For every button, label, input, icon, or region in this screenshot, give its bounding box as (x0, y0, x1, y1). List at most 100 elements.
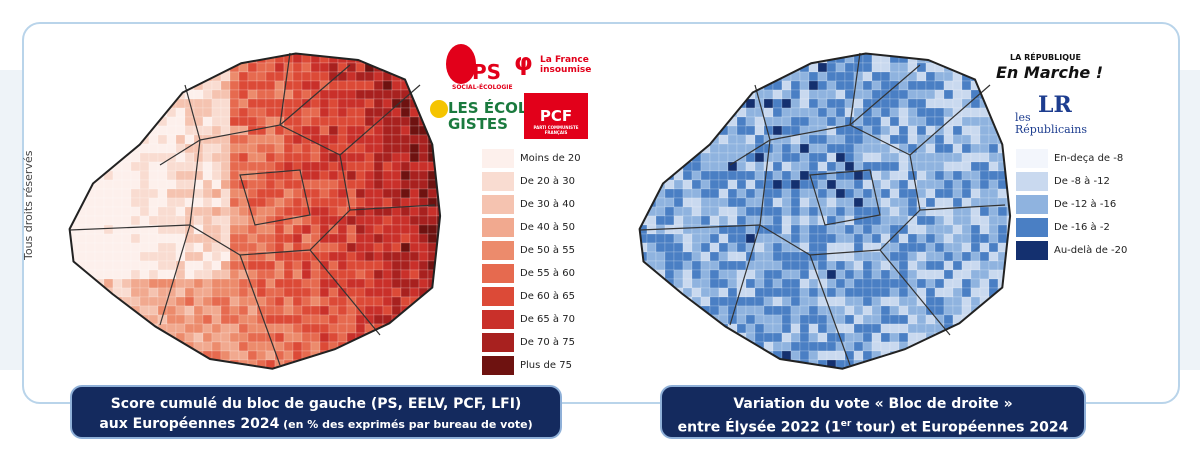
map-cell (844, 125, 855, 136)
map-cell (382, 305, 393, 316)
map-cell (718, 161, 729, 172)
map-cell (952, 260, 963, 271)
map-cell (979, 161, 990, 172)
map-cell (373, 170, 384, 181)
map-cell (184, 53, 195, 64)
map-cell (256, 62, 267, 73)
map-cell (391, 107, 402, 118)
map-cell (193, 332, 204, 343)
map-cell (112, 134, 123, 145)
map-cell (639, 341, 648, 352)
map-cell (364, 278, 375, 289)
map-cell (997, 53, 1008, 64)
map-cell (193, 296, 204, 307)
map-cell (328, 233, 339, 244)
map-cell (256, 341, 267, 352)
map-cell (356, 369, 365, 375)
map-cell (446, 198, 450, 207)
map-cell (193, 161, 204, 172)
map-cell (283, 188, 294, 199)
map-cell (862, 116, 873, 127)
map-cell (364, 89, 375, 100)
map-cell (709, 260, 720, 271)
map-cell (997, 98, 1008, 109)
map-cell (76, 233, 87, 244)
map-cell (916, 251, 927, 262)
map-cell (629, 306, 638, 315)
map-cell (292, 269, 303, 280)
map-cell (211, 341, 222, 352)
map-cell (871, 332, 882, 343)
map-cell (728, 369, 737, 375)
map-cell (862, 260, 873, 271)
map-cell (646, 341, 657, 352)
map-cell (638, 369, 647, 375)
map-cell (620, 279, 629, 288)
map-cell (718, 53, 729, 55)
map-cell (148, 296, 159, 307)
map-cell (112, 332, 123, 343)
map-cell (664, 89, 675, 100)
map-cell (718, 332, 729, 343)
map-cell (355, 251, 366, 262)
map-cell (808, 80, 819, 91)
map-cell (148, 161, 159, 172)
map-cell (94, 53, 105, 55)
map-cell (211, 98, 222, 109)
map-cell (862, 197, 873, 208)
map-cell (790, 107, 801, 118)
map-cell (790, 179, 801, 190)
map-cell (835, 314, 846, 325)
map-cell (130, 350, 141, 361)
map-cell (112, 80, 123, 91)
map-cell (184, 179, 195, 190)
map-cell (736, 197, 747, 208)
map-cell (94, 62, 105, 73)
map-cell (952, 170, 963, 181)
map-cell (646, 53, 657, 55)
map-cell (364, 296, 375, 307)
map-cell (745, 125, 756, 136)
map-cell (68, 369, 77, 375)
map-cell (265, 134, 276, 145)
map-cell (292, 62, 303, 73)
map-cell (817, 62, 828, 73)
map-cell (934, 305, 945, 316)
map-cell (691, 323, 702, 334)
map-cell (745, 278, 756, 289)
map-cell (193, 206, 204, 217)
map-cell (808, 278, 819, 289)
map-cell (238, 278, 249, 289)
map-cell (400, 125, 411, 136)
map-cell (355, 314, 366, 325)
map-cell (773, 369, 782, 375)
map-cell (94, 251, 105, 262)
map-cell (175, 269, 186, 280)
map-cell (1006, 305, 1011, 316)
map-cell (247, 269, 258, 280)
map-cell (961, 116, 972, 127)
map-cell (274, 296, 285, 307)
map-cell (112, 71, 123, 82)
map-cell (700, 71, 711, 82)
map-cell (718, 80, 729, 91)
map-cell (754, 161, 765, 172)
map-cell (682, 116, 693, 127)
lfi-1: La France (540, 55, 589, 65)
map-cell (970, 170, 981, 181)
map-cell (328, 107, 339, 118)
map-cell (808, 305, 819, 316)
map-cell (673, 332, 684, 343)
map-cell (709, 107, 720, 118)
map-cell (193, 197, 204, 208)
map-cell (736, 188, 747, 199)
legend-swatch (482, 149, 514, 168)
map-cell (844, 251, 855, 262)
map-cell (718, 269, 729, 280)
map-cell (700, 224, 711, 235)
map-cell (256, 323, 267, 334)
map-cell (620, 108, 629, 117)
map-cell (310, 188, 321, 199)
map-cell (130, 359, 141, 369)
map-cell (988, 161, 999, 172)
